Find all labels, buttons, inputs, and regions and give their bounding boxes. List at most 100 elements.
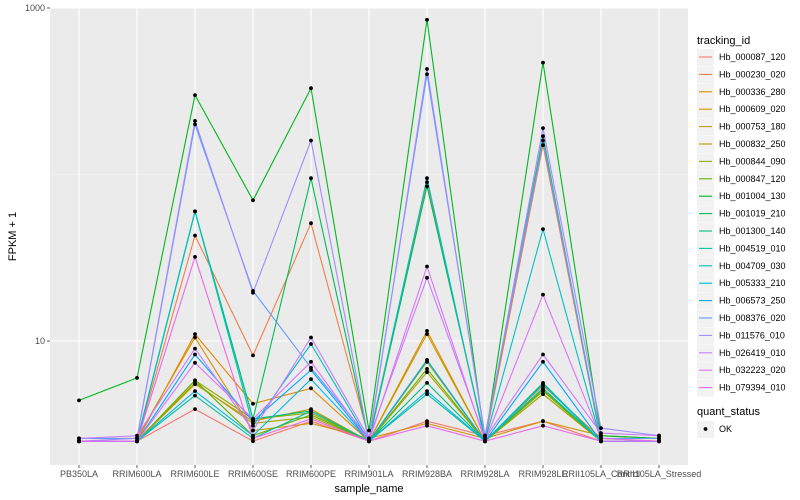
- data-point: [541, 60, 545, 65]
- data-point: [77, 439, 81, 444]
- data-point: [251, 428, 255, 433]
- data-point: [425, 370, 429, 375]
- legend-title: tracking_id: [697, 35, 750, 47]
- data-point: [309, 421, 313, 426]
- y-axis-title: FPKM + 1: [7, 212, 19, 261]
- data-point: [251, 439, 255, 444]
- data-point: [425, 423, 429, 428]
- legend2-label: OK: [719, 424, 732, 434]
- data-point: [251, 401, 255, 406]
- data-point: [599, 433, 603, 438]
- data-point: [193, 119, 197, 123]
- data-point: [193, 335, 197, 340]
- data-point: [309, 365, 313, 370]
- data-point: [541, 386, 545, 391]
- legend-label: Hb_079394_010: [719, 383, 786, 393]
- data-point: [541, 423, 545, 428]
- data-point: [599, 439, 603, 444]
- data-point: [425, 332, 429, 336]
- x-tick-label: RRIM928LA: [460, 469, 509, 479]
- x-tick-label: RRIM600LA: [112, 469, 161, 479]
- x-tick-label: RRIM928LE: [518, 469, 567, 479]
- data-point: [193, 389, 197, 393]
- legend-label: Hb_000609_020: [719, 104, 786, 114]
- data-point: [541, 352, 545, 357]
- data-point: [251, 417, 255, 421]
- data-point: [425, 264, 429, 269]
- legend-label: Hb_001019_210: [719, 209, 786, 219]
- data-point: [251, 423, 255, 428]
- data-point: [193, 393, 197, 398]
- data-point: [367, 436, 371, 441]
- data-point: [425, 17, 429, 22]
- data-point: [657, 436, 661, 441]
- x-axis: PB350LA RRIM600LA RRIM600LE RRIM600SE RRIM60…: [60, 465, 701, 479]
- data-point: [193, 407, 197, 411]
- x-tick-label: RRII105LA_Control: [562, 469, 640, 479]
- x-tick-label: RRIM600LE: [170, 469, 219, 479]
- legend-label: Hb_001300_140: [719, 226, 786, 236]
- data-point: [309, 176, 313, 181]
- data-point: [425, 180, 429, 185]
- data-point: [193, 93, 197, 97]
- data-point: [599, 436, 603, 441]
- data-point: [193, 378, 197, 383]
- grid: [50, 7, 688, 465]
- data-point: [541, 126, 545, 130]
- data-point: [541, 392, 545, 396]
- data-point: [541, 143, 545, 148]
- legend-label: Hb_000230_020: [719, 69, 786, 79]
- data-point: [425, 184, 429, 189]
- x-tick-label: RRIM928BA: [402, 469, 452, 479]
- data-point: [251, 353, 255, 358]
- data-point: [193, 332, 197, 336]
- data-point: [425, 72, 429, 77]
- data-point: [77, 436, 81, 441]
- legend2-title: quant_status: [697, 406, 760, 418]
- legend-label: Hb_004519_010: [719, 243, 786, 253]
- legend-label: Hb_026419_010: [719, 348, 786, 358]
- legend-label: Hb_004709_030: [719, 261, 786, 271]
- legend2-key-point: [703, 427, 708, 431]
- legend-label: Hb_032223_020: [719, 365, 786, 375]
- legend-label: Hb_000336_280: [719, 87, 786, 97]
- data-point: [193, 209, 197, 214]
- data-point: [135, 433, 139, 438]
- legend-label: Hb_005333_210: [719, 278, 786, 288]
- data-point: [251, 436, 255, 441]
- data-point: [309, 342, 313, 346]
- data-point: [599, 431, 603, 435]
- legend-label: Hb_001004_130: [719, 191, 786, 201]
- x-tick-label: PB350LA: [60, 469, 98, 479]
- data-point: [425, 176, 429, 181]
- data-point: [309, 409, 313, 413]
- data-point: [657, 439, 661, 444]
- data-point: [541, 227, 545, 232]
- data-point: [309, 417, 313, 421]
- data-point: [425, 392, 429, 396]
- y-axis: 10 1000: [25, 3, 50, 346]
- data-point: [251, 433, 255, 438]
- x-tick-label: RRII105LA_Stressed: [617, 469, 702, 479]
- legend-label: Hb_000087_120: [719, 52, 786, 62]
- data-point: [309, 335, 313, 340]
- y-tick-label: 1000: [25, 3, 45, 13]
- data-point: [309, 413, 313, 417]
- data-point: [193, 122, 197, 127]
- data-point: [135, 439, 139, 444]
- y-tick-label: 10: [35, 336, 45, 346]
- legend-label: Hb_000844_090: [719, 156, 786, 166]
- data-point: [251, 290, 255, 295]
- data-point: [309, 386, 313, 391]
- data-point: [599, 426, 603, 430]
- data-point: [251, 198, 255, 203]
- data-point: [309, 86, 313, 91]
- data-point: [425, 358, 429, 362]
- data-point: [425, 67, 429, 71]
- data-point: [541, 382, 545, 387]
- data-point: [541, 138, 545, 143]
- data-point: [541, 359, 545, 364]
- x-tick-label: RRIM901LA: [344, 469, 393, 479]
- data-point: [193, 360, 197, 365]
- legend-label: Hb_000832_250: [719, 139, 786, 149]
